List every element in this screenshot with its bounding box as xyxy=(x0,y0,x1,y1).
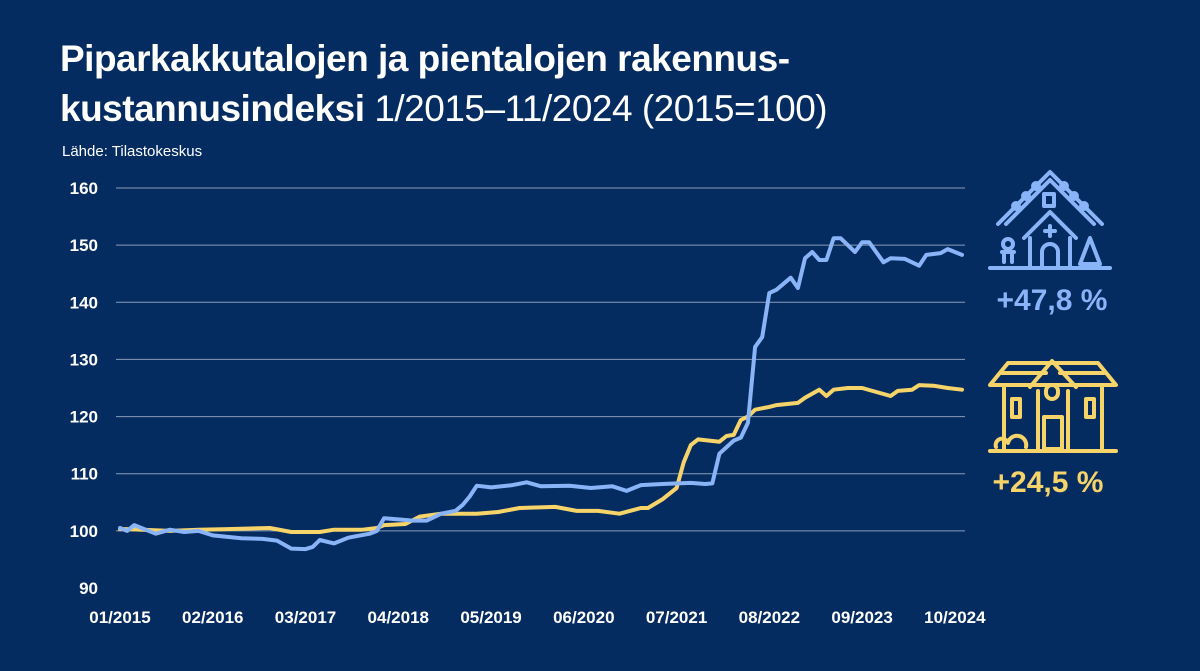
y-tick-label: 150 xyxy=(70,236,98,255)
y-tick-label: 130 xyxy=(70,350,98,369)
title-line2: kustannusindeksi xyxy=(60,88,365,129)
x-tick-label: 02/2016 xyxy=(182,608,243,627)
series-line-gingerbread xyxy=(118,236,964,552)
chart-title: Piparkakkutalojen ja pientalojen rakennu… xyxy=(60,34,960,134)
y-tick-label: 100 xyxy=(70,522,98,541)
house-change: +24,5 % xyxy=(992,466,1104,499)
detached-house-icon xyxy=(988,359,1118,453)
title-line1: Piparkakkutalojen ja pientalojen rakennu… xyxy=(60,38,790,79)
gingerbread-change: +47,8 % xyxy=(996,284,1108,317)
y-tick-label: 90 xyxy=(79,579,98,598)
x-tick-label: 10/2024 xyxy=(924,608,986,627)
title-period: 1/2015–11/2024 (2015=100) xyxy=(374,88,828,129)
x-tick-label: 06/2020 xyxy=(553,608,614,627)
y-tick-label: 110 xyxy=(71,465,98,484)
x-tick-label: 01/2015 xyxy=(89,608,150,627)
x-tick-label: 04/2018 xyxy=(368,608,429,627)
gingerbread-house-icon xyxy=(988,170,1112,270)
x-tick-label: 08/2022 xyxy=(739,608,800,627)
y-tick-label: 140 xyxy=(70,293,98,312)
series-line-house xyxy=(118,383,964,534)
x-tick-label: 07/2021 xyxy=(646,608,707,627)
x-tick-label: 09/2023 xyxy=(831,608,892,627)
y-tick-label: 120 xyxy=(70,408,98,427)
source-note: Lähde: Tilastokeskus xyxy=(62,143,203,160)
x-tick-label: 05/2019 xyxy=(460,608,521,627)
y-tick-label: 160 xyxy=(70,179,98,198)
x-tick-label: 03/2017 xyxy=(275,608,336,627)
